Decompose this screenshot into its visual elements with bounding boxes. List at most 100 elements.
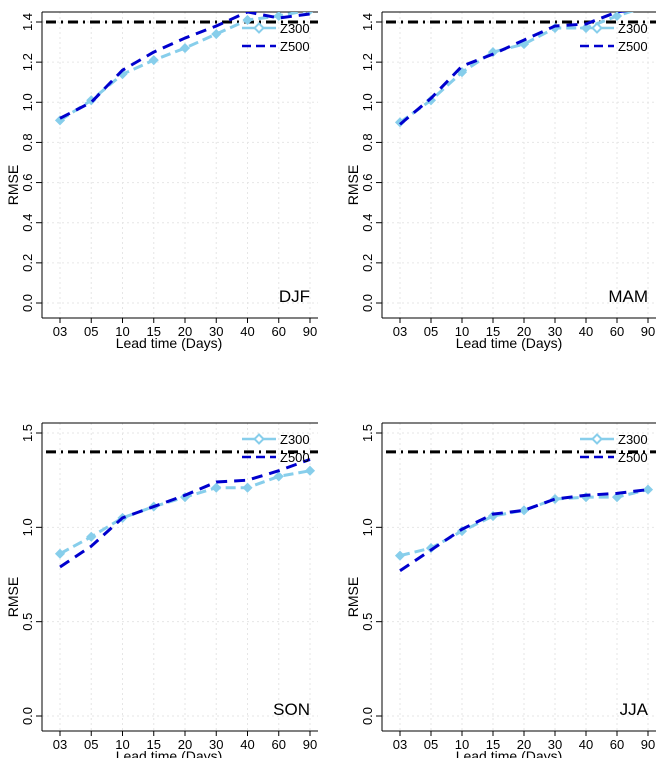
- legend-label-z500: Z500: [280, 39, 310, 54]
- data-point-z300: [642, 484, 654, 495]
- data-point-z300: [179, 43, 191, 54]
- legend-marker-z300: [253, 22, 265, 34]
- y-tick-label: 0.5: [20, 613, 35, 631]
- x-tick-label: 05: [84, 737, 98, 752]
- chart-panel-djf: 0.0 0.2 0.4 0.6 0.8 1.0 1.2 1.4 03 05 10 15 20 30 40 60…: [5, 11, 318, 351]
- x-tick-label: 20: [178, 324, 192, 339]
- plot-area: [386, 2, 656, 128]
- legend-label-z300: Z300: [280, 21, 310, 36]
- y-tick-label: 0.4: [360, 214, 375, 232]
- x-tick-label: 30: [548, 737, 562, 752]
- y-tick-label: 1.0: [20, 518, 35, 536]
- y-tick-label: 0.0: [360, 707, 375, 725]
- plot-area: [386, 450, 656, 572]
- legend-label-z500: Z500: [280, 450, 310, 465]
- x-tick-label: 15: [147, 324, 161, 339]
- y-tick-label: 1.5: [20, 424, 35, 442]
- data-point-z300: [211, 482, 222, 493]
- series-line-z500: [399, 488, 649, 572]
- x-tick-label: 20: [517, 737, 531, 752]
- x-tick-label: 10: [455, 737, 469, 752]
- x-tick-label: 20: [178, 737, 192, 752]
- data-point-z300: [306, 12, 314, 16]
- y-tick-label: 1.5: [360, 424, 375, 442]
- data-point-z300: [211, 28, 222, 40]
- legend: Z300 Z500: [242, 432, 310, 465]
- x-tick-label: 10: [115, 324, 129, 339]
- y-tick-label: 0.8: [20, 133, 35, 151]
- x-tick-label: 90: [303, 324, 317, 339]
- y-axis-label: RMSE: [345, 577, 361, 617]
- series-line-z500: [59, 12, 311, 120]
- x-tick-label: 60: [272, 324, 286, 339]
- x-tick-label: 10: [455, 324, 469, 339]
- data-point-z300: [394, 550, 406, 561]
- series-line-z500: [59, 458, 311, 569]
- y-tick-label: 0.6: [20, 174, 35, 192]
- legend-marker-z300: [591, 22, 603, 34]
- x-tick-label: 03: [393, 737, 407, 752]
- x-tick-label: 90: [303, 737, 317, 752]
- y-axis-label: RMSE: [345, 165, 361, 205]
- chart-panel-son: 0.0 0.5 1.0 1.5 03 05 10 15 20 30 40 60 90 Lead time …: [5, 422, 318, 758]
- data-point-z300: [273, 471, 284, 482]
- x-tick-label: 40: [240, 324, 254, 339]
- y-axis-label: RMSE: [5, 577, 21, 617]
- legend-label-z300: Z300: [280, 432, 310, 447]
- x-tick-label: 40: [579, 737, 593, 752]
- x-tick-label: 60: [610, 737, 624, 752]
- season-label: JJA: [620, 700, 649, 719]
- x-tick-label: 30: [548, 324, 562, 339]
- x-tick-label: 60: [610, 324, 624, 339]
- y-tick-label: 0.8: [360, 133, 375, 151]
- x-tick-label: 05: [424, 324, 438, 339]
- y-tick-label: 1.4: [20, 13, 35, 31]
- data-point-z300: [304, 465, 316, 476]
- plot-area: [46, 450, 318, 569]
- data-point-z300: [644, 2, 652, 10]
- legend-marker-z300: [591, 433, 603, 445]
- x-tick-label: 15: [486, 324, 500, 339]
- legend: Z300 Z500: [242, 21, 310, 54]
- y-tick-label: 1.4: [360, 13, 375, 31]
- x-tick-label: 03: [393, 324, 407, 339]
- x-tick-label: 30: [209, 324, 223, 339]
- x-tick-label: 05: [424, 737, 438, 752]
- series-line-z300: [399, 12, 635, 124]
- x-axis-label: Lead time (Days): [456, 748, 563, 758]
- legend-label-z300: Z300: [618, 21, 648, 36]
- legend-marker-z300: [253, 433, 265, 445]
- y-axis-label: RMSE: [5, 165, 21, 205]
- x-axis-label: Lead time (Days): [116, 748, 223, 758]
- x-tick-label: 40: [240, 737, 254, 752]
- data-point-z300: [242, 14, 253, 26]
- season-label: SON: [273, 700, 310, 719]
- x-tick-label: 03: [53, 737, 67, 752]
- x-tick-label: 90: [641, 324, 655, 339]
- y-tick-label: 1.0: [20, 93, 35, 111]
- chart-panel-mam: 0.0 0.2 0.4 0.6 0.8 1.0 1.2 1.4 03 05 10 15 20 30 40 60…: [345, 2, 656, 351]
- y-tick-label: 0.4: [20, 214, 35, 232]
- y-tick-label: 1.0: [360, 518, 375, 536]
- x-tick-label: 30: [209, 737, 223, 752]
- x-tick-label: 05: [84, 324, 98, 339]
- series-line-z300: [59, 12, 308, 122]
- y-tick-label: 0.0: [20, 707, 35, 725]
- y-tick-label: 0.5: [360, 613, 375, 631]
- x-tick-label: 60: [272, 737, 286, 752]
- x-axis-label: Lead time (Days): [456, 335, 563, 351]
- chart-panel-jja: 0.0 0.5 1.0 1.5 03 05 10 15 20 30 40 60 90 Lead time …: [345, 422, 656, 758]
- data-point-z300: [148, 55, 159, 66]
- y-tick-label: 0.0: [360, 294, 375, 312]
- data-point-z300: [273, 12, 284, 22]
- y-tick-label: 0.2: [20, 254, 35, 272]
- x-tick-label: 90: [641, 737, 655, 752]
- y-tick-label: 1.2: [20, 53, 35, 71]
- x-tick-label: 15: [486, 737, 500, 752]
- legend-label-z500: Z500: [618, 450, 648, 465]
- season-label: DJF: [279, 287, 310, 306]
- series-line-z300: [399, 488, 649, 558]
- data-point-z300: [86, 531, 97, 542]
- y-tick-label: 0.6: [360, 174, 375, 192]
